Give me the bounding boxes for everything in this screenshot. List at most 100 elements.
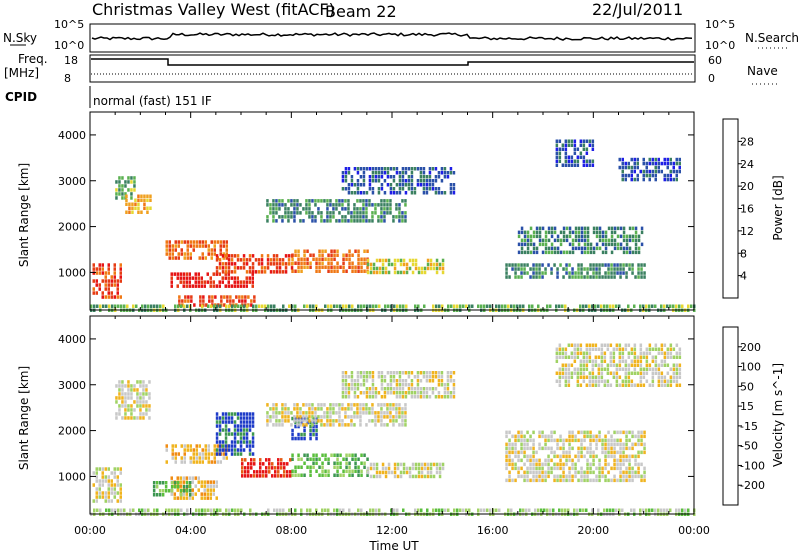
data-cell bbox=[284, 215, 287, 219]
data-cell bbox=[526, 271, 529, 275]
data-cell bbox=[317, 403, 320, 407]
data-cell bbox=[178, 295, 181, 299]
data-cell bbox=[342, 304, 345, 308]
data-cell bbox=[434, 387, 438, 391]
data-cell bbox=[526, 442, 529, 447]
data-cell bbox=[347, 423, 350, 427]
data-cell bbox=[562, 267, 565, 271]
data-cell bbox=[187, 299, 190, 303]
data-cell bbox=[113, 483, 116, 487]
data-cell bbox=[297, 253, 300, 257]
data-cell bbox=[600, 351, 604, 355]
data-cell bbox=[262, 470, 265, 474]
data-cell bbox=[465, 508, 468, 512]
data-cell bbox=[189, 448, 192, 452]
data-cell bbox=[577, 271, 580, 275]
data-cell bbox=[321, 265, 324, 269]
data-cell bbox=[568, 438, 571, 443]
data-cell bbox=[124, 408, 127, 412]
data-cell bbox=[215, 258, 219, 262]
data-cell bbox=[598, 271, 601, 275]
data-cell bbox=[627, 379, 631, 383]
data-cell bbox=[640, 271, 643, 275]
data-cell bbox=[248, 412, 252, 416]
data-cell bbox=[200, 284, 203, 288]
data-cell bbox=[137, 206, 140, 210]
data-cell bbox=[377, 219, 380, 223]
data-cell bbox=[366, 457, 369, 461]
data-cell bbox=[380, 395, 384, 399]
data-cell bbox=[610, 438, 613, 443]
data-cell bbox=[360, 469, 363, 473]
data-cell bbox=[365, 379, 369, 383]
data-cell bbox=[580, 442, 583, 447]
data-cell bbox=[567, 383, 571, 387]
data-cell bbox=[219, 460, 222, 464]
data-cell bbox=[627, 371, 631, 375]
data-cell bbox=[333, 269, 336, 273]
data-cell bbox=[573, 355, 577, 359]
data-cell bbox=[347, 171, 351, 175]
data-cell bbox=[347, 407, 350, 411]
data-cell bbox=[541, 474, 544, 479]
data-cell bbox=[230, 284, 233, 288]
data-cell bbox=[290, 266, 294, 270]
data-cell bbox=[237, 304, 240, 308]
data-cell bbox=[452, 187, 456, 191]
data-cell bbox=[148, 408, 151, 412]
data-cell bbox=[312, 453, 315, 457]
data-cell bbox=[170, 272, 173, 276]
data-cell bbox=[618, 367, 622, 371]
data-cell bbox=[291, 428, 294, 433]
data-cell bbox=[144, 508, 147, 512]
data-cell bbox=[118, 388, 121, 392]
data-cell bbox=[595, 234, 599, 239]
data-cell bbox=[344, 371, 348, 375]
data-cell bbox=[183, 460, 186, 464]
data-cell bbox=[130, 388, 133, 392]
data-cell bbox=[107, 263, 110, 267]
data-cell bbox=[517, 234, 521, 239]
data-cell bbox=[583, 470, 586, 475]
data-cell bbox=[410, 183, 414, 187]
data-cell bbox=[369, 262, 373, 267]
data-cell bbox=[446, 171, 450, 175]
data-cell bbox=[188, 476, 191, 480]
data-cell bbox=[559, 438, 562, 443]
data-cell bbox=[687, 304, 690, 308]
data-cell bbox=[622, 474, 625, 479]
data-cell bbox=[657, 161, 660, 166]
data-cell bbox=[586, 271, 589, 275]
data-cell bbox=[618, 165, 621, 170]
data-cell bbox=[113, 471, 116, 475]
data-cell bbox=[395, 215, 398, 219]
data-cell bbox=[621, 355, 625, 359]
data-cell bbox=[173, 272, 176, 276]
data-cell bbox=[121, 400, 124, 404]
data-cell bbox=[127, 380, 130, 384]
data-cell bbox=[356, 407, 359, 411]
data-cell bbox=[678, 363, 682, 367]
data-cell bbox=[588, 351, 592, 355]
data-cell bbox=[471, 304, 474, 308]
data-cell bbox=[441, 266, 445, 271]
data-cell bbox=[531, 304, 534, 308]
data-cell bbox=[675, 304, 678, 308]
data-cell bbox=[555, 143, 559, 147]
data-cell bbox=[241, 458, 244, 462]
data-cell bbox=[567, 155, 571, 159]
data-cell bbox=[529, 470, 532, 475]
data-cell bbox=[242, 440, 246, 444]
data-cell bbox=[98, 487, 101, 491]
data-cell bbox=[353, 383, 357, 387]
data-cell bbox=[610, 242, 614, 247]
data-cell bbox=[625, 275, 628, 279]
data-cell bbox=[239, 280, 242, 284]
data-cell bbox=[663, 375, 667, 379]
data-cell bbox=[541, 478, 544, 483]
data-cell bbox=[395, 407, 398, 411]
power-region bbox=[366, 258, 445, 275]
data-cell bbox=[401, 387, 405, 391]
data-cell bbox=[230, 452, 234, 456]
data-cell bbox=[517, 267, 520, 271]
